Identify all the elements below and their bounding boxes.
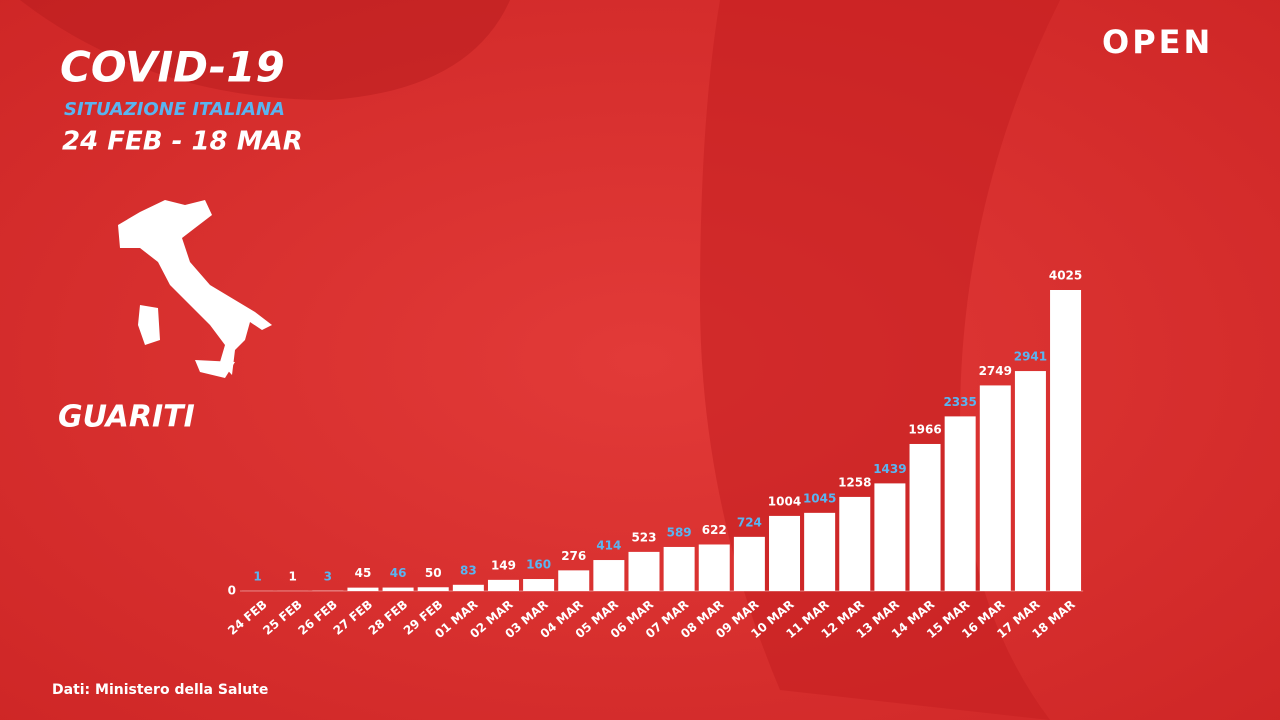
bar <box>874 483 906 591</box>
value-label: 1004 <box>768 494 801 508</box>
source: Dati: Ministero della Salute <box>52 682 268 698</box>
value-label: 2941 <box>1014 350 1047 364</box>
value-label: 724 <box>737 515 762 529</box>
bar <box>347 587 379 591</box>
value-label: 1966 <box>908 422 941 436</box>
value-label: 2335 <box>943 395 976 409</box>
value-label: 523 <box>631 530 656 544</box>
value-label: 46 <box>390 566 407 580</box>
bar <box>452 584 484 591</box>
metric-label: GUARITI <box>58 400 195 435</box>
decor-shape <box>20 0 510 100</box>
bar <box>944 416 976 591</box>
value-label: 622 <box>702 523 727 537</box>
value-label: 149 <box>491 558 516 572</box>
bar <box>663 546 695 591</box>
value-label: 1258 <box>838 475 871 489</box>
value-label: 4025 <box>1049 269 1082 283</box>
bar <box>1014 371 1046 591</box>
value-label: 1045 <box>803 491 836 505</box>
bar <box>417 587 449 591</box>
bar <box>804 512 836 591</box>
value-label: 414 <box>596 539 621 553</box>
bar <box>487 579 519 591</box>
bar <box>909 443 941 591</box>
period: 24 FEB - 18 MAR <box>62 127 303 157</box>
italy-map <box>118 200 272 375</box>
sicily <box>195 360 235 378</box>
title: COVID-19 <box>60 43 285 92</box>
subtitle: SITUAZIONE ITALIANA <box>64 99 285 120</box>
value-label: 160 <box>526 558 551 572</box>
bar <box>839 496 871 591</box>
sardinia <box>138 305 160 345</box>
value-label: 50 <box>425 566 442 580</box>
value-label: 1 <box>253 569 261 583</box>
value-label: 45 <box>355 566 372 580</box>
value-label: 589 <box>667 525 692 539</box>
bar <box>979 385 1011 591</box>
bar <box>1050 290 1082 591</box>
value-label: 3 <box>324 569 332 583</box>
bar <box>523 579 555 591</box>
bar <box>593 560 625 591</box>
value-label: 83 <box>460 563 477 577</box>
y-tick-label: 0 <box>228 584 236 598</box>
bar <box>769 515 801 591</box>
value-label: 1 <box>289 569 297 583</box>
bar <box>698 544 730 591</box>
bar <box>558 570 590 591</box>
value-label: 1439 <box>873 462 906 476</box>
value-label: 276 <box>561 549 586 563</box>
value-label: 2749 <box>979 364 1012 378</box>
bar <box>733 536 765 591</box>
brand-logo: OPEN <box>1102 23 1213 61</box>
bar <box>628 551 660 591</box>
bar <box>382 587 414 591</box>
